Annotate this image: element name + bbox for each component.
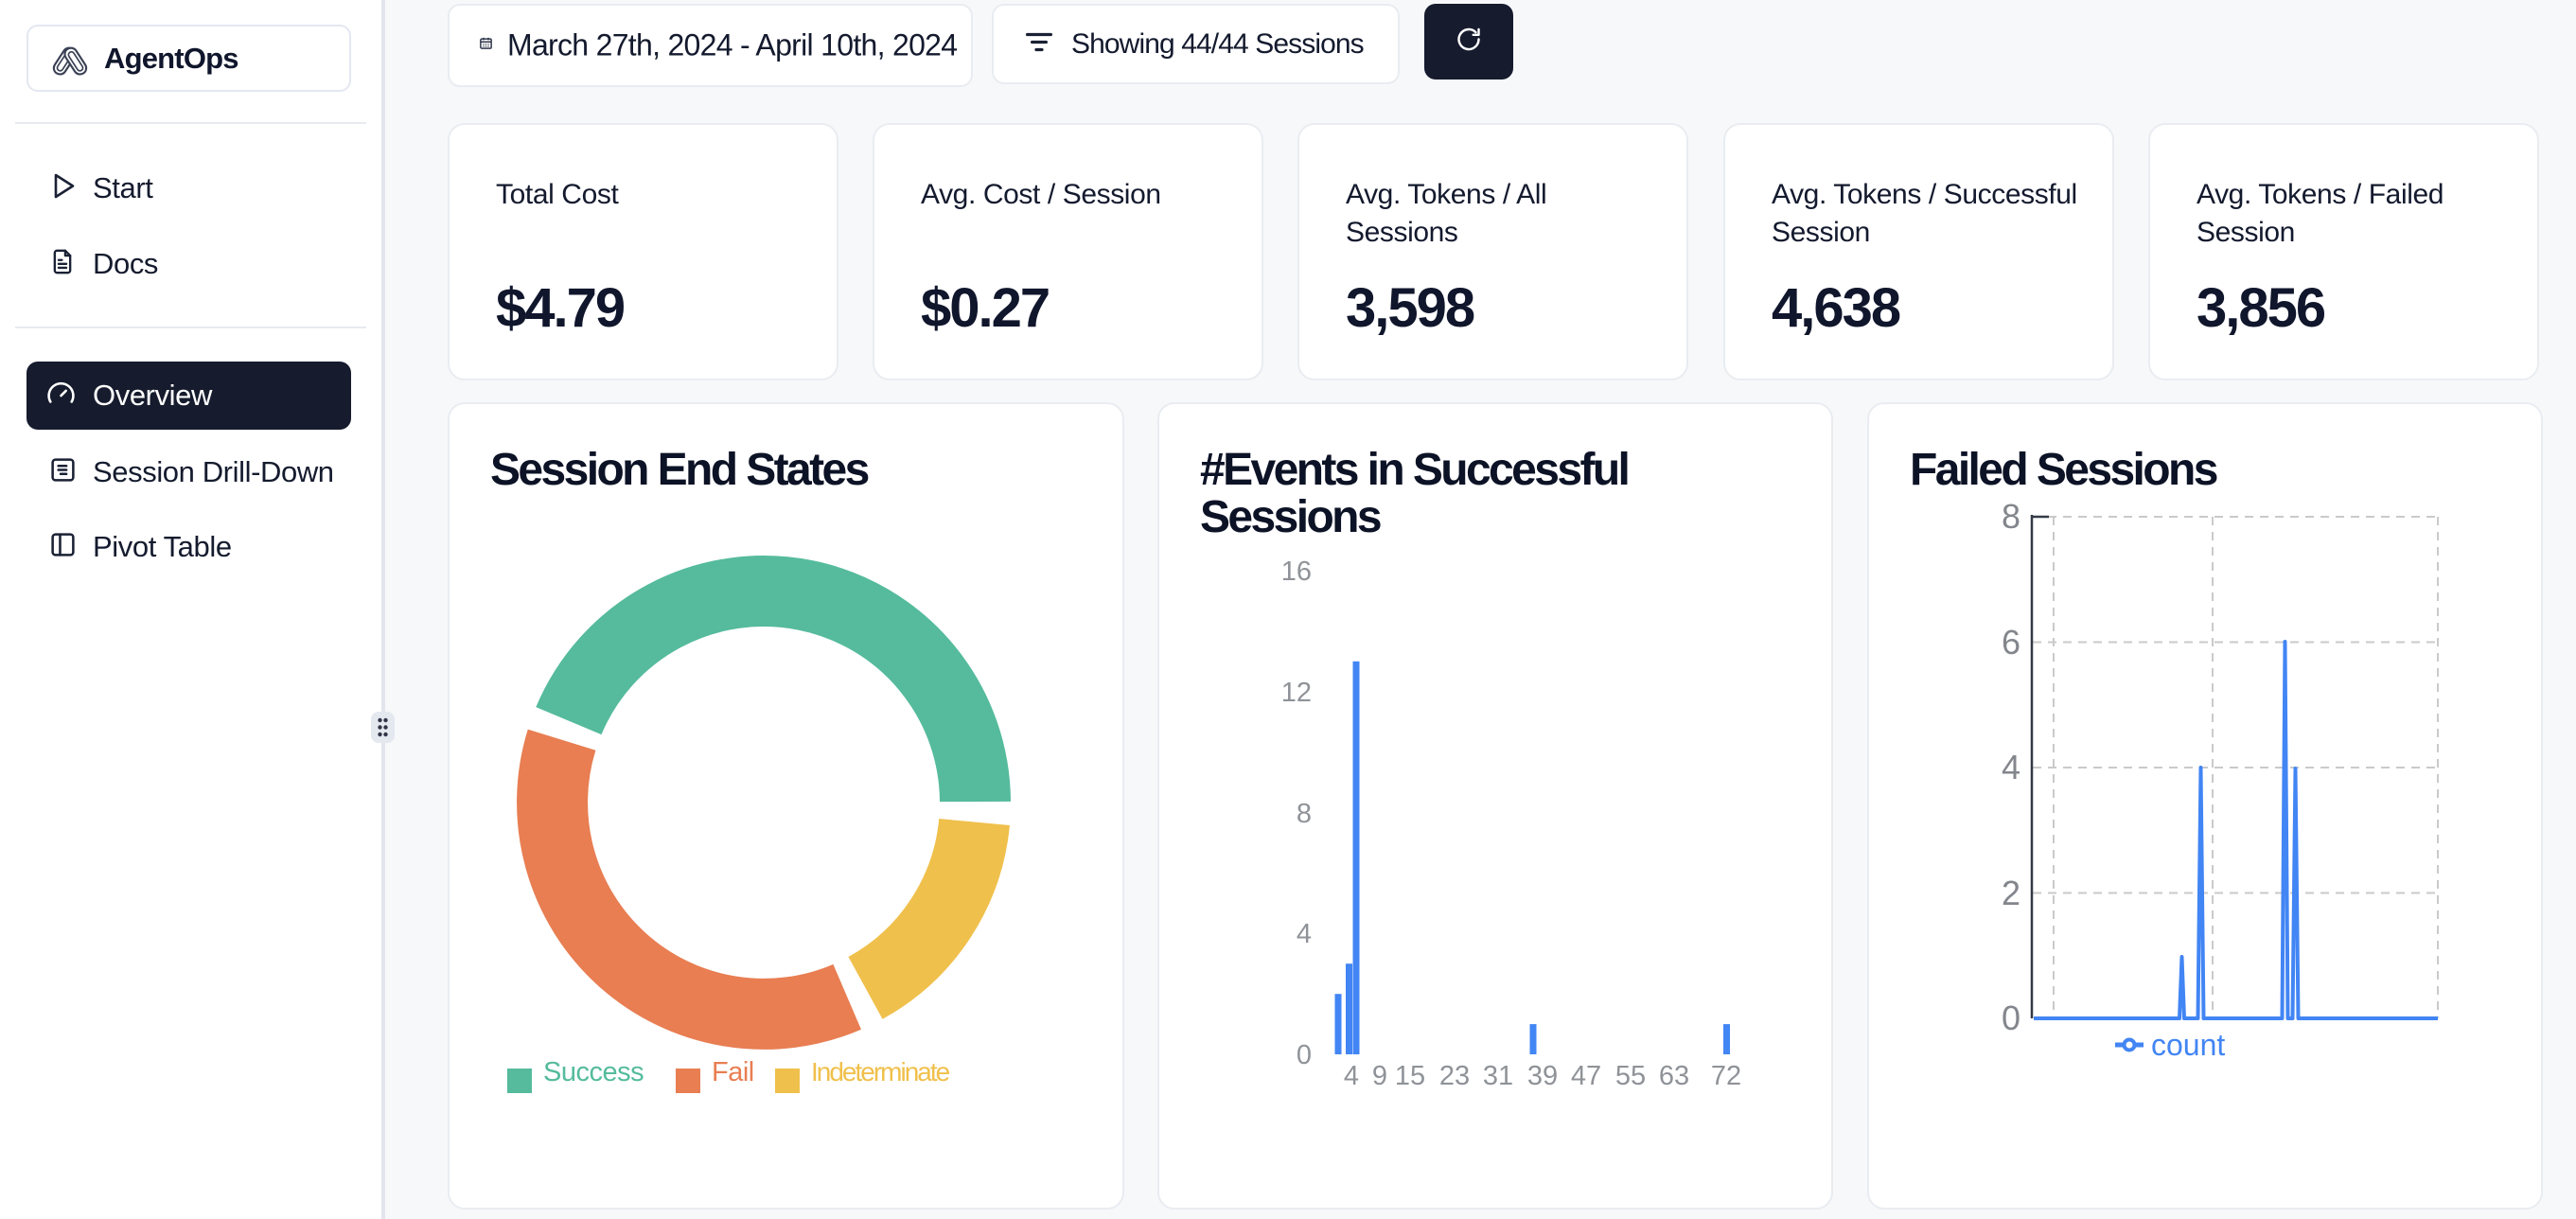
svg-text:4: 4 — [1297, 919, 1312, 949]
svg-text:9: 9 — [1372, 1061, 1387, 1091]
svg-text:8: 8 — [1297, 799, 1312, 829]
svg-text:63: 63 — [1659, 1061, 1689, 1091]
svg-text:23: 23 — [1439, 1061, 1470, 1091]
svg-text:16: 16 — [1281, 556, 1312, 587]
svg-text:47: 47 — [1571, 1061, 1601, 1091]
svg-text:0: 0 — [1297, 1040, 1312, 1070]
svg-text:4: 4 — [2002, 748, 2020, 786]
svg-text:8: 8 — [2002, 497, 2020, 536]
svg-text:31: 31 — [1483, 1061, 1513, 1091]
svg-text:12: 12 — [1281, 678, 1312, 708]
svg-text:count: count — [2151, 1028, 2225, 1062]
svg-text:0: 0 — [2002, 998, 2020, 1037]
svg-text:4: 4 — [1344, 1061, 1359, 1091]
svg-text:15: 15 — [1395, 1061, 1425, 1091]
svg-text:2: 2 — [2002, 874, 2020, 912]
svg-text:6: 6 — [2002, 623, 2020, 662]
svg-text:55: 55 — [1615, 1061, 1646, 1091]
svg-text:72: 72 — [1711, 1061, 1741, 1091]
svg-text:39: 39 — [1527, 1061, 1558, 1091]
